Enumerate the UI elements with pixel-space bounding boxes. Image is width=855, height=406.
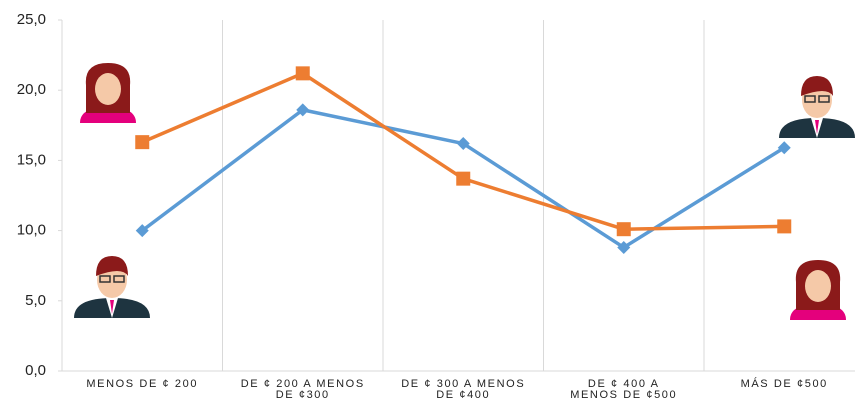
marker xyxy=(777,219,792,234)
marker xyxy=(296,103,310,117)
avatar-female xyxy=(80,63,136,123)
x-tick-label: DE ¢ 200 A MENOS DE ¢300 xyxy=(240,378,365,401)
marker xyxy=(456,137,470,151)
x-tick-label: MENOS DE ¢ 200 xyxy=(86,378,199,390)
x-tick-label: DE ¢ 400 A MENOS DE ¢500 xyxy=(570,378,678,401)
avatar-female xyxy=(790,260,846,320)
avatar-male xyxy=(74,256,150,318)
x-tick-label: DE ¢ 300 A MENOS DE ¢400 xyxy=(401,378,526,401)
y-tick-label: 5,0 xyxy=(25,292,46,309)
marker xyxy=(456,171,471,186)
x-tick-label: MÁS DE ¢500 xyxy=(740,378,828,390)
y-tick-label: 20,0 xyxy=(17,81,46,98)
marker xyxy=(617,240,631,254)
marker xyxy=(777,141,791,155)
y-tick-label: 25,0 xyxy=(17,11,46,28)
marker xyxy=(616,222,631,237)
plot-layer xyxy=(58,19,855,372)
y-tick-label: 10,0 xyxy=(17,222,46,239)
y-tick-label: 15,0 xyxy=(17,151,46,168)
avatar-male xyxy=(779,76,855,138)
y-tick-label: 0,0 xyxy=(25,362,46,379)
marker xyxy=(135,224,149,238)
marker xyxy=(135,135,150,150)
marker xyxy=(295,66,310,81)
